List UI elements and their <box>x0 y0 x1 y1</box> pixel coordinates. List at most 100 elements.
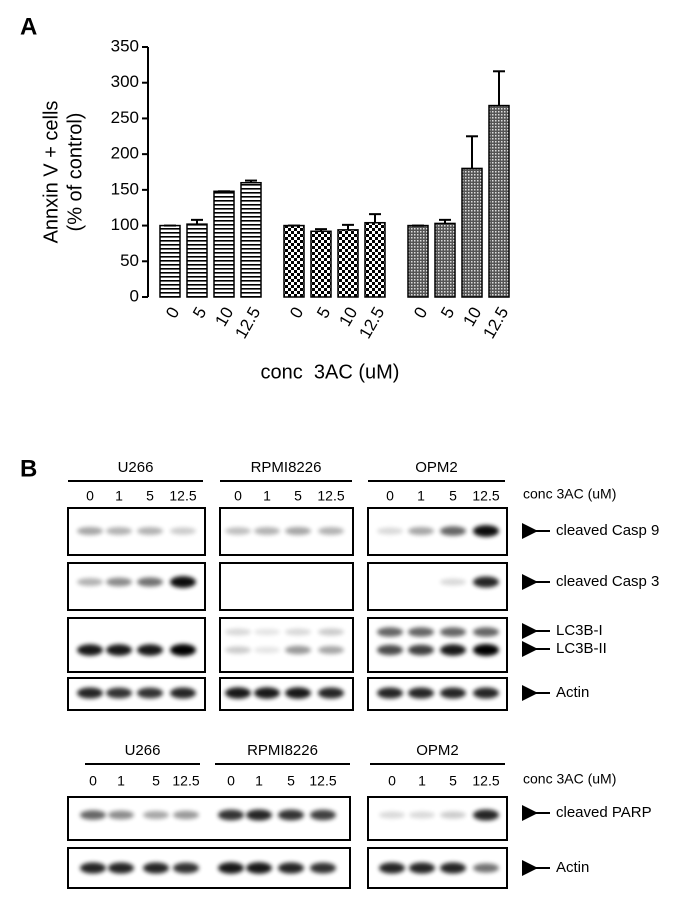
concentration-label: 0 <box>386 488 394 504</box>
concentration-label: 0 <box>227 773 235 789</box>
concentration-label: 0 <box>89 773 97 789</box>
blot-band <box>137 577 163 587</box>
blot-band <box>254 646 280 654</box>
blot-band <box>379 811 405 819</box>
blot-band <box>170 576 196 588</box>
blot-band <box>473 809 499 821</box>
x-tick-label: 0 <box>162 304 183 322</box>
y-axis-label: Annxin V + cells <box>40 101 62 244</box>
blot-band <box>137 527 163 535</box>
concentration-label: 5 <box>146 488 154 504</box>
concentration-label: 0 <box>86 488 94 504</box>
marker-label: Actin <box>556 859 589 876</box>
cell-line-label: OPM2 <box>416 742 459 759</box>
y-tick-label: 0 <box>130 286 139 305</box>
blot-band <box>80 862 106 874</box>
blot-band <box>173 862 199 874</box>
blot-band <box>108 810 134 820</box>
cell-line-label: RPMI8226 <box>247 742 318 759</box>
x-tick-label: 12.5 <box>355 304 388 342</box>
bar <box>337 229 359 298</box>
y-tick-label: 250 <box>111 108 139 127</box>
blot-band <box>409 811 435 819</box>
cell-line-label: RPMI8226 <box>251 459 322 476</box>
marker-label: cleaved Casp 9 <box>556 522 659 539</box>
blot-box <box>219 562 354 611</box>
blot-band <box>254 527 280 535</box>
marker-label: cleaved Casp 3 <box>556 573 659 590</box>
y-axis-label: (% of control) <box>64 113 86 232</box>
cell-line-label: OPM2 <box>415 459 458 476</box>
blot-band <box>137 687 163 699</box>
blot-band <box>473 644 499 656</box>
blot-band <box>440 862 466 874</box>
blot-band <box>377 627 403 637</box>
blot-band <box>440 627 466 637</box>
concentration-label: 12.5 <box>472 488 499 504</box>
x-tick-label: 0 <box>410 304 431 322</box>
y-tick-label: 50 <box>120 251 139 270</box>
blot-band <box>170 687 196 699</box>
bar <box>407 224 429 298</box>
blot-band <box>218 809 244 821</box>
error-bar <box>493 70 505 106</box>
blot-band <box>170 644 196 656</box>
concentration-label: 12.5 <box>169 488 196 504</box>
blot-band <box>473 627 499 637</box>
blot-band <box>225 527 251 535</box>
blot-band <box>318 645 344 655</box>
y-tick-label: 200 <box>111 144 139 163</box>
x-tick-label: 5 <box>189 304 210 322</box>
x-tick-label: 5 <box>313 304 334 322</box>
blot-band <box>318 687 344 699</box>
y-tick-label: 350 <box>111 36 139 55</box>
blot-band <box>473 687 499 699</box>
marker-label: LC3B-I <box>556 622 603 639</box>
x-tick-label: 12.5 <box>231 304 264 342</box>
x-tick-label: 10 <box>459 304 485 330</box>
y-tick-label: 100 <box>111 215 139 234</box>
concentration-label: 12.5 <box>309 773 336 789</box>
blot-band <box>379 862 405 874</box>
blot-band <box>225 628 251 636</box>
cell-line-label: U266 <box>125 742 161 759</box>
blot-band <box>408 526 434 536</box>
blot-band <box>440 644 466 656</box>
x-tick-label: 12.5 <box>479 304 512 342</box>
blot-band <box>473 863 499 873</box>
blot-band <box>440 578 466 586</box>
cell-line-label: U266 <box>118 459 154 476</box>
blot-band <box>440 526 466 536</box>
blot-band <box>246 809 272 821</box>
blot-band <box>143 862 169 874</box>
bar <box>159 224 181 298</box>
concentration-label: 5 <box>152 773 160 789</box>
blot-band <box>77 644 103 656</box>
blot-band <box>254 687 280 699</box>
concentration-label: 1 <box>263 488 271 504</box>
concentration-label: 1 <box>417 488 425 504</box>
concentration-label: 1 <box>255 773 263 789</box>
blot-band <box>143 810 169 820</box>
x-axis-label: conc 3AC (uM) <box>261 361 400 383</box>
blot-band <box>106 577 132 587</box>
blot-band <box>408 687 434 699</box>
blot-band <box>318 628 344 636</box>
blot-band <box>225 687 251 699</box>
blot-band <box>106 644 132 656</box>
blot-band <box>218 862 244 874</box>
blot-band <box>473 525 499 537</box>
bar <box>461 167 483 298</box>
bar <box>488 104 510 298</box>
concentration-label: 5 <box>449 773 457 789</box>
x-tick-label: 10 <box>335 304 361 330</box>
concentration-label: 0 <box>388 773 396 789</box>
blot-band <box>440 811 466 819</box>
blot-band <box>285 687 311 699</box>
x-tick-label: 0 <box>286 304 307 322</box>
bar <box>186 223 208 298</box>
blot-band <box>285 628 311 636</box>
blot-band <box>377 687 403 699</box>
